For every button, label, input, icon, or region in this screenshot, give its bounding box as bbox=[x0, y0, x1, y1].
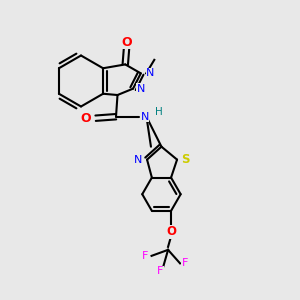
Text: F: F bbox=[182, 258, 188, 268]
Text: F: F bbox=[158, 266, 164, 276]
Text: F: F bbox=[142, 251, 148, 261]
Text: N: N bbox=[136, 84, 145, 94]
Text: O: O bbox=[80, 112, 91, 125]
Text: S: S bbox=[182, 153, 190, 166]
Text: N: N bbox=[140, 112, 149, 122]
Text: O: O bbox=[166, 225, 176, 239]
Text: N: N bbox=[146, 68, 154, 78]
Text: N: N bbox=[134, 154, 142, 165]
Text: H: H bbox=[154, 107, 162, 117]
Text: O: O bbox=[122, 36, 132, 49]
